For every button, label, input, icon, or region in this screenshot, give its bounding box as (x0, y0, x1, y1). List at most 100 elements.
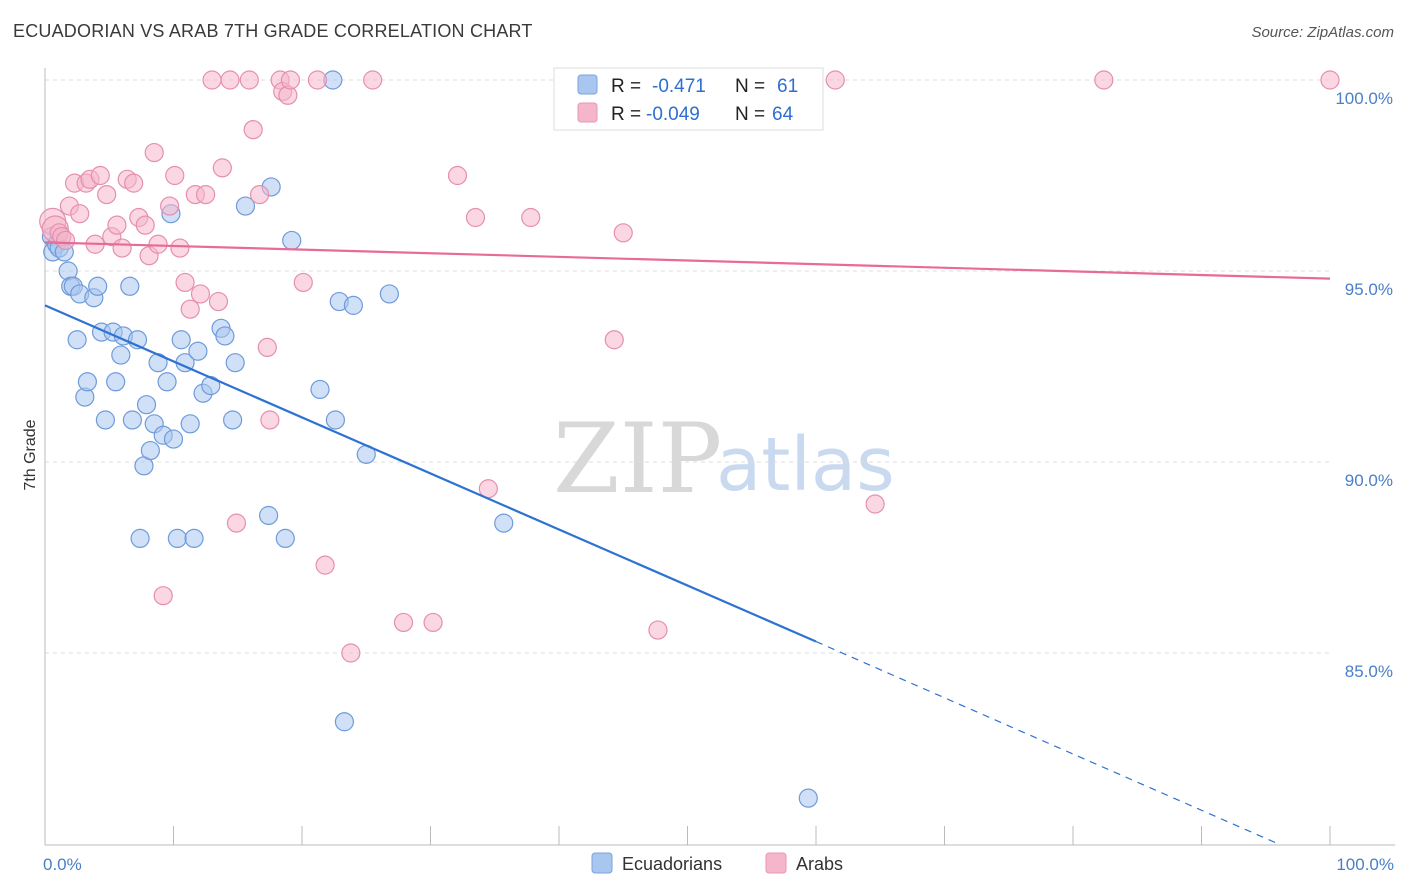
arabs-point-37 (239, 70, 259, 90)
legend-r-label-1: R = (611, 76, 641, 97)
arabs-point-34 (212, 158, 232, 178)
arabs-point-14 (107, 215, 127, 235)
ecuadorians-point-45 (235, 196, 256, 216)
legend-n-value-2: 64 (772, 104, 794, 125)
arabs-point-36 (226, 513, 247, 533)
arabs-point-64 (1320, 70, 1340, 90)
arabs-point-57 (604, 330, 624, 350)
legend-r-value-2: -0.049 (646, 104, 700, 125)
arabs-point-63 (1094, 70, 1114, 90)
arabs-point-17 (124, 173, 144, 193)
arabs-point-58 (613, 223, 633, 243)
arabs-point-51 (393, 612, 414, 633)
y-tick-label-95: 95.0% (1345, 280, 1393, 299)
ecuadorians-point-59 (798, 788, 818, 808)
arabs-point-25 (165, 165, 185, 186)
arabs-point-56 (521, 207, 541, 228)
ecuadorians-point-49 (282, 230, 302, 251)
legend-n-label-1: N = (735, 76, 765, 97)
y-tick-label-100: 100.0% (1335, 89, 1393, 108)
x-tick-label-max: 100.0% (1336, 855, 1394, 874)
arabs-point-62 (865, 494, 885, 514)
series-legend-swatch-arabs (765, 852, 787, 874)
series-legend-ecuadorians: Ecuadorians (622, 854, 722, 874)
arabs-point-61 (825, 70, 845, 90)
ecuadorians-point-42 (215, 326, 235, 346)
ecuadorians-point-38 (188, 341, 208, 361)
y-tick-labels: 85.0% 90.0% 95.0% 100.0% (1335, 89, 1393, 681)
arabs-point-26 (170, 238, 190, 258)
arabs-point-27 (175, 272, 195, 293)
ecuadorians-point-37 (184, 528, 204, 549)
ecuadorians-point-20 (120, 276, 140, 296)
ecuadorians-point-58 (494, 513, 514, 533)
arabs-point-28 (180, 299, 200, 319)
legend-swatch-ecuadorians (577, 74, 598, 95)
axes (44, 68, 1395, 846)
arabs-point-53 (447, 165, 468, 186)
legend-n-value-1: 61 (777, 76, 798, 97)
arabs-point-19 (135, 215, 155, 235)
arabs-point-48 (315, 555, 335, 575)
watermark: ZIP atlas (553, 403, 895, 515)
stats-legend: R = -0.471 N = 61 R = -0.049 N = 64 (553, 67, 824, 131)
arabs-point-47 (307, 70, 328, 90)
ecuadorians-point-26 (140, 440, 160, 461)
ecuadorians-point-23 (130, 528, 150, 549)
series-legend-arabs: Arabs (796, 854, 843, 874)
arabs-point-7 (70, 204, 90, 224)
x-tick-label-min: 0.0% (43, 855, 82, 874)
arabs-point-60 (648, 620, 668, 640)
arabs-point-15 (112, 238, 132, 258)
source-credit: Source: ZipAtlas.com (1251, 24, 1394, 41)
arabs-point-35 (220, 70, 240, 90)
arabs-point-31 (196, 185, 216, 205)
legend-n-label-2: N = (735, 104, 765, 125)
arabs-point-49 (341, 643, 361, 663)
ecuadorians-point-17 (106, 372, 126, 392)
arabs-point-54 (465, 207, 486, 228)
arabs-point-52 (423, 612, 443, 633)
ecuadorians-point-52 (325, 410, 346, 430)
watermark-atlas: atlas (716, 422, 895, 508)
arabs-point-11 (90, 165, 110, 186)
y-tick-label-90: 90.0% (1345, 471, 1393, 490)
arabs-point-40 (257, 337, 277, 357)
arabs-point-46 (293, 272, 313, 293)
legend-r-value-1: -0.471 (652, 76, 706, 97)
y-tick-label-85: 85.0% (1345, 662, 1393, 681)
x-tick-labels: 0.0% 100.0% (43, 855, 1394, 874)
watermark-zip: ZIP (553, 403, 722, 515)
series-legend: Ecuadorians Arabs (591, 852, 843, 874)
ecuadorians-point-30 (157, 372, 177, 392)
legend-r-label-2: R = (611, 104, 641, 125)
arabs-point-30 (190, 284, 211, 304)
ecuadorians-point-11 (77, 372, 98, 392)
ecuadorians-trend-extension (815, 640, 1279, 845)
ecuadorians-point-33 (167, 528, 187, 549)
arabs-point-38 (243, 120, 263, 140)
ecuadorians-point-46 (258, 505, 279, 526)
arabs-point-24 (160, 196, 180, 216)
ecuadorians-point-13 (88, 276, 108, 296)
arabs-point-41 (260, 410, 280, 430)
arabs-point-21 (144, 142, 164, 163)
ecuadorians-point-57 (379, 284, 399, 304)
ecuadorians-point-32 (163, 429, 184, 449)
ecuadorians-point-43 (223, 410, 243, 430)
ecuadorians-point-44 (225, 353, 245, 373)
ecuadorians-point-21 (122, 410, 142, 430)
ecuadorians-point-15 (95, 410, 115, 430)
ecuadorians-point-8 (67, 330, 87, 350)
legend-swatch-arabs (577, 102, 598, 123)
ecuadorians-point-48 (275, 528, 295, 549)
arabs-point-32 (202, 70, 222, 90)
ecuadorians-point-36 (180, 414, 200, 434)
stats-legend-box (553, 67, 824, 131)
arabs-point-39 (249, 185, 270, 205)
arabs-point-4 (55, 230, 76, 251)
arabs-point-12 (97, 185, 117, 205)
ecuadorians-point-25 (136, 395, 157, 415)
ecuadorians-point-54 (334, 712, 355, 732)
